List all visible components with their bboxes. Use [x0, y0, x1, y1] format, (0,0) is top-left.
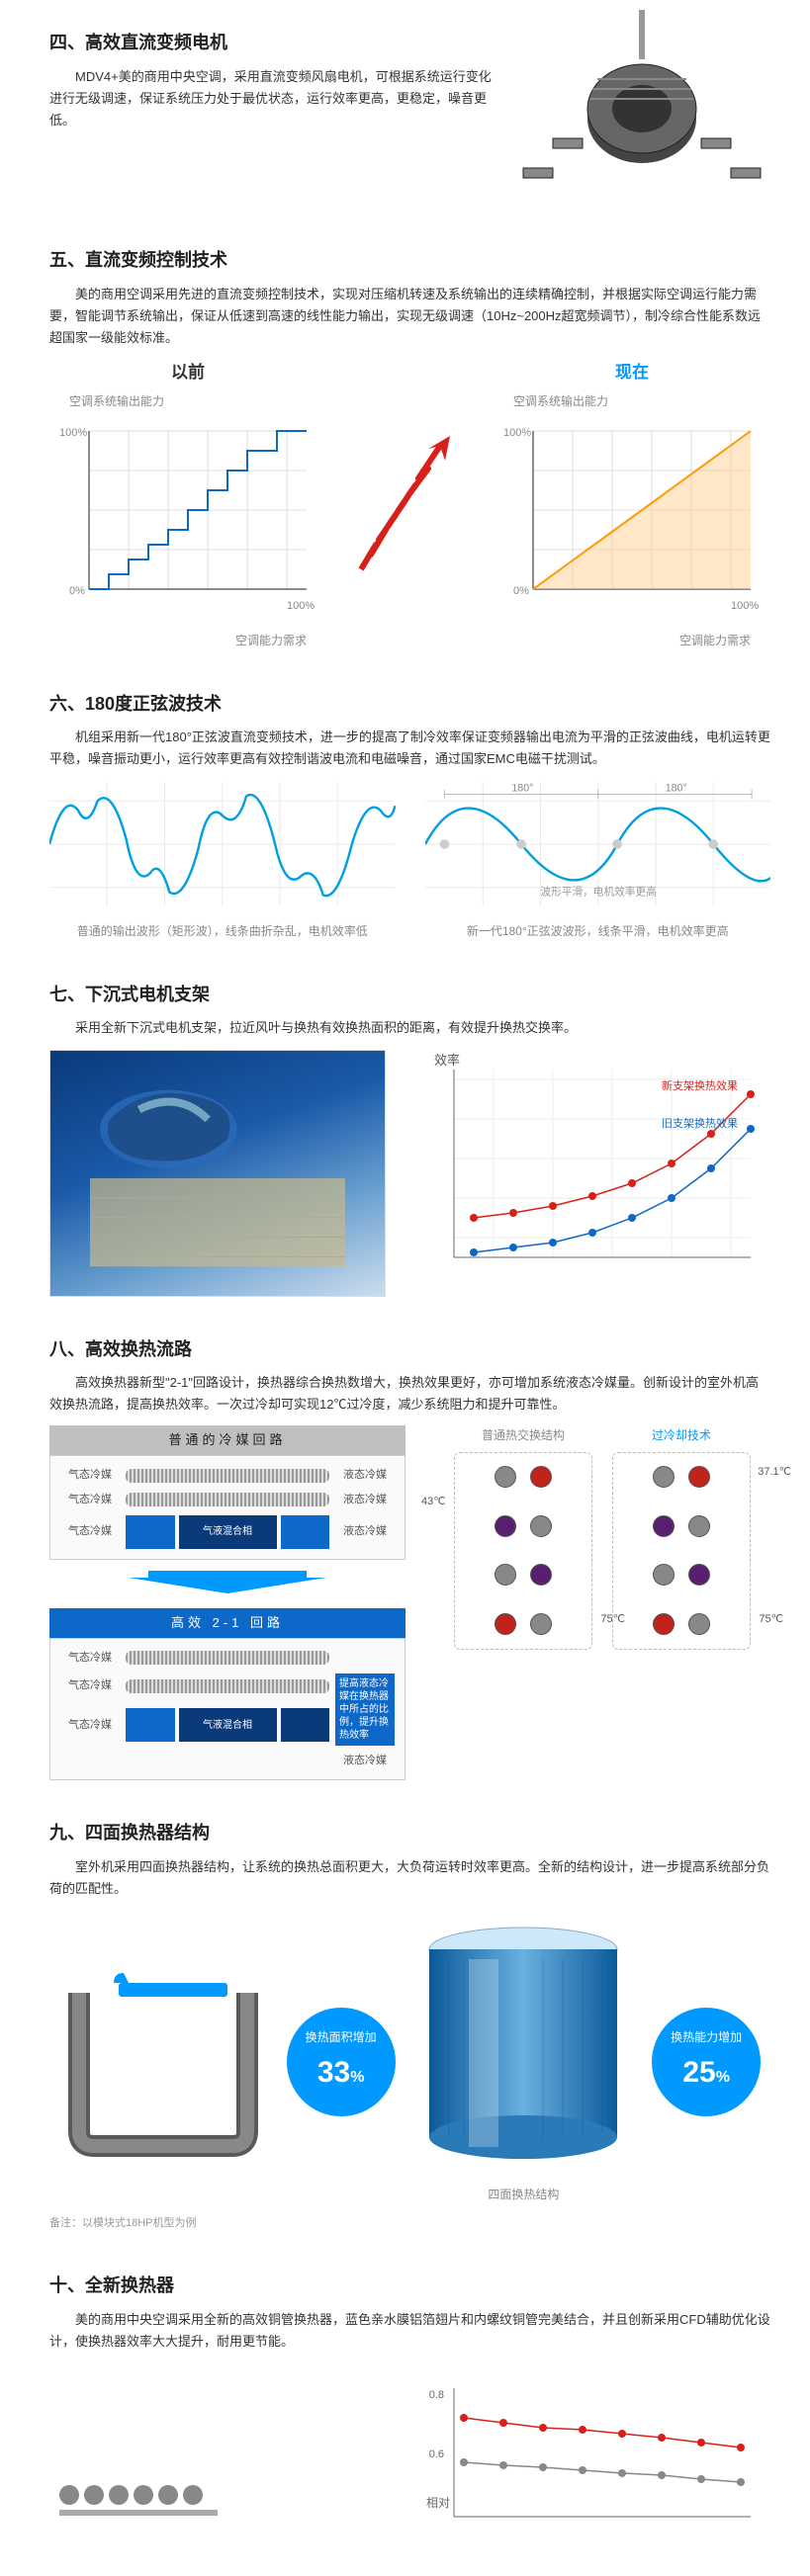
section-10-chart: 0.8 0.6 相对 [414, 2368, 770, 2536]
svg-text:相对: 相对 [426, 2496, 450, 2510]
section-10-body: 美的商用中央空调采用全新的高效铜管换热器，蓝色亲水膜铝箔翅片和内螺纹铜管完美结合… [49, 2309, 770, 2353]
section-7-heading: 七、下沉式电机支架 [49, 980, 770, 1010]
cooling-normal-title: 普通热交换结构 [454, 1425, 592, 1445]
chart-after-title: 现在 [494, 359, 770, 387]
section-4-heading: 四、高效直流变频电机 [49, 28, 494, 58]
chart-after-xlabel: 空调能力需求 [494, 631, 751, 650]
chart-before-title: 以前 [49, 359, 326, 387]
wave-sine: 180° 180° 波形平滑，电机效率更高 新一代180°正弦波波形，线条平滑，… [425, 780, 771, 941]
section-7-body: 采用全新下沉式电机支架，拉近风叶与换热有效换热面积的距离，有效提升换热交换率。 [49, 1017, 770, 1039]
svg-text:180°: 180° [511, 783, 533, 795]
motor-illustration [513, 10, 770, 208]
efficiency-chart: 效率 新支架换热效果 旧支架换热效果 [414, 1050, 770, 1297]
section-5-charts: 以前 空调系统输出能力 100% 0% 100% [49, 359, 770, 651]
circuit-normal-title: 普通的冷媒回路 [49, 1425, 405, 1455]
circuit-diagrams: 普通的冷媒回路 气态冷媒 液态冷媒 气态冷媒 液态冷媒 气态冷媒 气液混合相 液… [49, 1425, 405, 1780]
tick-0: 0% [69, 585, 85, 597]
svg-text:0%: 0% [513, 585, 529, 597]
section-4: 四、高效直流变频电机 MDV4+美的商用中央空调，采用直流变频风扇电机，可根据系… [0, 0, 810, 217]
badge-area: 换热面积增加 33% [287, 2008, 396, 2116]
chart-before-xlabel: 空调能力需求 [49, 631, 307, 650]
cooling-overcool-title: 过冷却技术 [612, 1425, 751, 1445]
section-10-heading: 十、全新换热器 [49, 2271, 770, 2301]
section-9: 九、四面换热器结构 室外机采用四面换热器结构，让系统的换热总面积更大，大负荷运转… [0, 1790, 810, 2243]
down-arrow-icon [49, 1566, 405, 1602]
svg-text:0.8: 0.8 [429, 2389, 444, 2401]
section-9-heading: 九、四面换热器结构 [49, 1818, 770, 1848]
svg-text:0.6: 0.6 [429, 2448, 444, 2460]
section-9-row: 换热面积增加 33% [49, 1920, 770, 2204]
chart-after-ylabel: 空调系统输出能力 [513, 391, 770, 411]
section-7: 七、下沉式电机支架 采用全新下沉式电机支架，拉近风叶与换热有效换热面积的距离，有… [0, 952, 810, 1307]
section-10: 十、全新换热器 美的商用中央空调采用全新的高效铜管换热器，蓝色亲水膜铝箔翅片和内… [0, 2243, 810, 2546]
xtick-100: 100% [287, 600, 315, 612]
section-6-heading: 六、180度正弦波技术 [49, 689, 770, 720]
tube-illustration [49, 2470, 247, 2536]
circuit-normal: 气态冷媒 液态冷媒 气态冷媒 液态冷媒 气态冷媒 气液混合相 液态冷媒 [49, 1455, 405, 1559]
cooling-overcool: 过冷却技术 37.1℃ 75℃ [612, 1425, 751, 1780]
cylinder-illustration: 四面换热结构 [414, 1920, 632, 2204]
wave-row: 普通的输出波形（矩形波），线条曲折杂乱，电机效率低 180° 180° [49, 780, 770, 941]
svg-text:旧支架换热效果: 旧支架换热效果 [662, 1116, 738, 1130]
cylinder-caption: 四面换热结构 [414, 2185, 632, 2204]
badge-capacity: 换热能力增加 25% [652, 2008, 761, 2116]
chart-before-ylabel: 空调系统输出能力 [69, 391, 326, 411]
tick-100: 100% [59, 427, 87, 439]
section-4-row: 四、高效直流变频电机 MDV4+美的商用中央空调，采用直流变频风扇电机，可根据系… [49, 10, 770, 208]
section-8-row: 普通的冷媒回路 气态冷媒 液态冷媒 气态冷媒 液态冷媒 气态冷媒 气液混合相 液… [49, 1425, 770, 1780]
svg-text:100%: 100% [731, 600, 759, 612]
section-5-body: 美的商用空调采用先进的直流变频控制技术，实现对压缩机转速及系统输出的连续精确控制… [49, 284, 770, 349]
chart-after: 现在 空调系统输出能力 100% 0% [494, 359, 770, 651]
red-arrow-icon [351, 431, 470, 579]
section-8: 八、高效换热流路 高效换热器新型"2-1"回路设计，换热器综合换热数增大，换热效… [0, 1307, 810, 1791]
section-9-footnote: 备注：以模块式18HP机型为例 [49, 2214, 770, 2233]
wave-normal-caption: 普通的输出波形（矩形波），线条曲折杂乱，电机效率低 [49, 921, 396, 941]
section-5-heading: 五、直流变频控制技术 [49, 245, 770, 276]
section-4-text: 四、高效直流变频电机 MDV4+美的商用中央空调，采用直流变频风扇电机，可根据系… [49, 10, 513, 137]
section-8-heading: 八、高效换热流路 [49, 1334, 770, 1365]
u-shape-illustration [59, 1963, 267, 2161]
svg-text:效率: 效率 [434, 1053, 460, 1068]
svg-text:100%: 100% [503, 427, 531, 439]
section-4-body: MDV4+美的商用中央空调，采用直流变频风扇电机，可根据系统运行变化进行无级调速… [49, 66, 494, 131]
svg-text:波形平滑，电机效率更高: 波形平滑，电机效率更高 [540, 886, 656, 899]
section-7-row: 效率 新支架换热效果 旧支架换热效果 [49, 1050, 770, 1297]
section-5: 五、直流变频控制技术 美的商用空调采用先进的直流变频控制技术，实现对压缩机转速及… [0, 217, 810, 661]
cooling-normal: 普通热交换结构 43℃ 75℃ [454, 1425, 592, 1780]
cooling-structure: 普通热交换结构 43℃ 75℃ 过冷却技术 37.1℃ 75℃ [434, 1425, 770, 1780]
svg-text:新支架换热效果: 新支架换热效果 [662, 1078, 738, 1092]
section-8-body: 高效换热器新型"2-1"回路设计，换热器综合换热数增大，换热效果更好，亦可增加系… [49, 1372, 770, 1416]
wave-sine-caption: 新一代180°正弦波波形，线条平滑，电机效率更高 [425, 921, 771, 941]
circuit-efficient-title: 高效 2-1 回路 [49, 1608, 405, 1638]
svg-text:180°: 180° [665, 783, 686, 795]
chart-before: 以前 空调系统输出能力 100% 0% 100% [49, 359, 326, 651]
circuit-efficient: 气态冷媒 气态冷媒 提高液态冷媒在换热器中所占的比例，提升换热效率 气态冷媒 气… [49, 1638, 405, 1780]
section-6-body: 机组采用新一代180°正弦波直流变频技术，进一步的提高了制冷效率保证变频器输出电… [49, 727, 770, 770]
section-6: 六、180度正弦波技术 机组采用新一代180°正弦波直流变频技术，进一步的提高了… [0, 661, 810, 952]
section-9-body: 室外机采用四面换热器结构，让系统的换热总面积更大，大负荷运转时效率更高。全新的结… [49, 1856, 770, 1900]
bracket-illustration [49, 1050, 386, 1297]
wave-normal: 普通的输出波形（矩形波），线条曲折杂乱，电机效率低 [49, 780, 396, 941]
